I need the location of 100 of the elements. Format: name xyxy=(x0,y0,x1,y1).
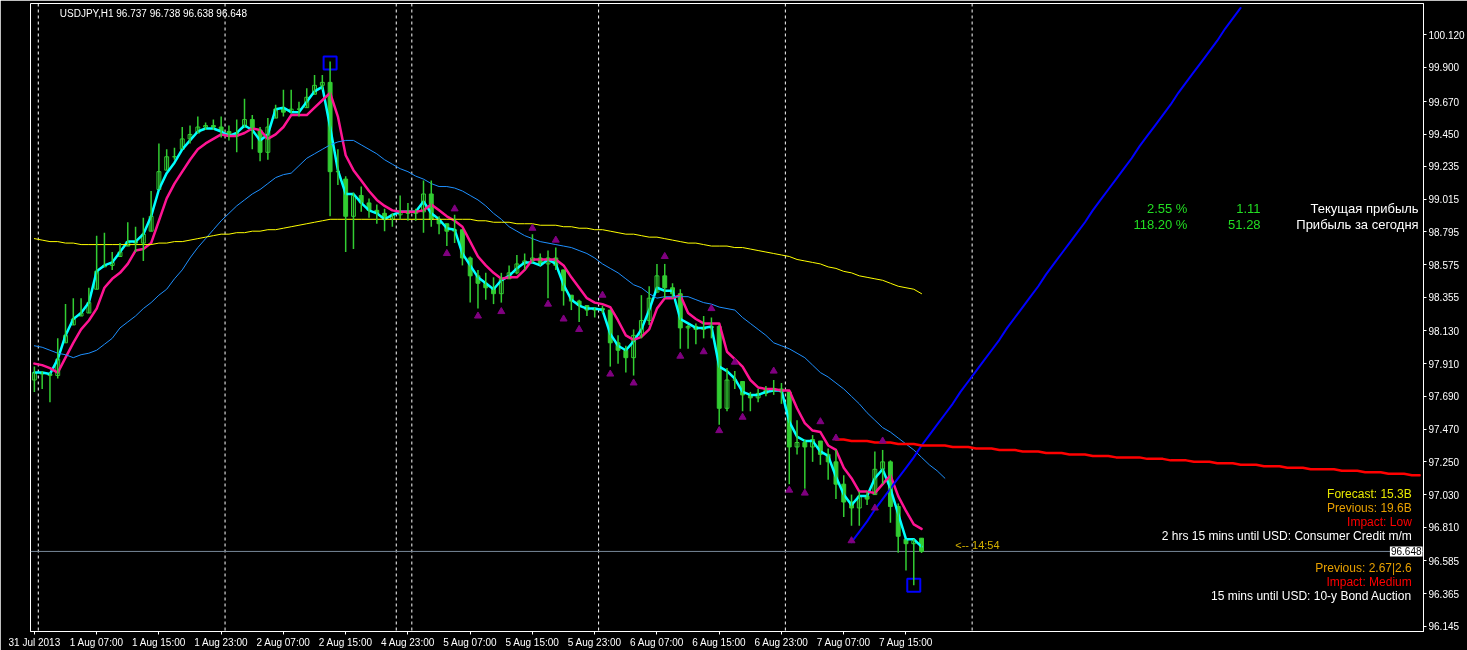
candlestick xyxy=(872,450,878,496)
candlestick xyxy=(63,303,68,344)
point xyxy=(715,426,724,434)
point xyxy=(769,366,778,374)
point xyxy=(442,248,451,257)
point xyxy=(551,235,560,243)
candlestick xyxy=(794,419,800,456)
candlestick xyxy=(140,217,146,262)
y-tick-label: 99.670 xyxy=(1428,96,1460,108)
y-tick-label: 97.030 xyxy=(1428,489,1460,501)
point xyxy=(450,204,459,212)
candlestick xyxy=(31,365,37,393)
annotation: Прибыль за сегодня xyxy=(1296,216,1419,232)
point xyxy=(473,311,482,319)
y-tick-label: 96.365 xyxy=(1428,588,1460,600)
point xyxy=(800,488,809,496)
ref-line-label: 96.648 xyxy=(1390,546,1422,558)
annotation: 51.28 xyxy=(1228,216,1261,232)
candlestick xyxy=(179,126,185,151)
point xyxy=(816,417,825,425)
y-tick-label: 97.470 xyxy=(1428,424,1460,436)
annotation: 2.55 % xyxy=(1146,200,1188,216)
candlestick xyxy=(70,297,76,326)
candlestick xyxy=(545,249,551,299)
y-tick-label: 97.690 xyxy=(1428,391,1460,403)
candlestick xyxy=(506,264,512,280)
annotation: Forecast: 15.3B xyxy=(1327,487,1412,502)
x-tick-label: 6 Aug 23:00 xyxy=(754,636,809,648)
y-tick-label: 99.900 xyxy=(1428,62,1460,74)
candlestick xyxy=(156,142,162,191)
point xyxy=(606,369,615,377)
point xyxy=(322,55,338,71)
x-tick-label: 31 Jul 2013 xyxy=(8,636,61,648)
candlestick xyxy=(164,148,170,171)
y-tick-label: 98.130 xyxy=(1428,325,1460,337)
candlestick xyxy=(685,324,691,350)
x-tick-label: 5 Aug 15:00 xyxy=(505,636,560,648)
candlestick xyxy=(421,179,426,234)
candlestick xyxy=(654,263,660,293)
x-tick-label: 1 Aug 15:00 xyxy=(131,636,186,648)
x-tick-label: 4 Aug 23:00 xyxy=(380,636,435,648)
point xyxy=(559,314,568,322)
point xyxy=(878,436,887,444)
candlestick xyxy=(646,285,652,326)
candlestick xyxy=(631,328,637,377)
candlestick xyxy=(638,294,644,340)
point xyxy=(699,347,708,355)
candlestick xyxy=(148,190,154,232)
line-series xyxy=(33,139,946,479)
annotation: Impact: Low xyxy=(1347,515,1413,530)
annotation: Текущая прибыль xyxy=(1310,200,1419,216)
x-tick-label: 6 Aug 15:00 xyxy=(692,636,747,648)
candlestick xyxy=(724,367,730,412)
candlestick xyxy=(304,87,310,109)
point xyxy=(870,503,879,511)
y-tick-label: 98.795 xyxy=(1428,226,1460,238)
annotation: Impact: Medium xyxy=(1326,574,1412,589)
point xyxy=(497,307,506,315)
y-tick-label: 96.810 xyxy=(1428,522,1460,534)
annotation: 2 hrs 15 mins until USD: Consumer Credit m/m xyxy=(1161,529,1412,544)
candlestick xyxy=(265,117,271,161)
candlestick xyxy=(514,254,520,276)
annotation: 15 mins until USD: 10-y Bond Auction xyxy=(1211,588,1412,603)
x-tick-label: 2 Aug 15:00 xyxy=(318,636,373,648)
point xyxy=(676,351,685,359)
y-tick-label: 100.120 xyxy=(1428,29,1466,41)
y-tick-label: 99.235 xyxy=(1428,161,1460,173)
point xyxy=(906,577,922,593)
x-tick-label: 5 Aug 23:00 xyxy=(567,636,622,648)
annotation: 118.20 % xyxy=(1133,216,1188,232)
y-tick-label: 97.910 xyxy=(1428,358,1460,370)
point xyxy=(847,536,856,544)
y-tick-label: 98.355 xyxy=(1428,292,1460,304)
candlestick xyxy=(55,337,61,380)
annotation: Previous: 2.67|2.6 xyxy=(1315,560,1413,575)
annotation: 1.11 xyxy=(1236,200,1261,216)
point xyxy=(785,485,794,493)
candlestick xyxy=(195,115,201,134)
candlestick xyxy=(880,449,886,485)
point xyxy=(707,304,716,312)
point xyxy=(730,357,739,365)
point xyxy=(738,412,747,420)
annotation: <-- 14:54 xyxy=(955,539,1000,552)
text: USDJPY,H1 96.737 96.738 96.638 96.648 xyxy=(59,7,248,19)
x-tick-label: 6 Aug 07:00 xyxy=(629,636,684,648)
annotation: Previous: 19.6B xyxy=(1327,501,1412,516)
point xyxy=(831,433,840,441)
y-tick-label: 96.585 xyxy=(1428,555,1460,567)
point xyxy=(598,290,607,298)
x-tick-label: 2 Aug 07:00 xyxy=(256,636,311,648)
y-tick-label: 99.450 xyxy=(1428,129,1460,141)
x-tick-label: 7 Aug 15:00 xyxy=(879,636,933,648)
point xyxy=(660,251,669,260)
point xyxy=(575,324,584,332)
point xyxy=(528,223,537,231)
x-tick-label: 1 Aug 07:00 xyxy=(69,636,124,648)
candlestick xyxy=(810,434,816,463)
candlestick xyxy=(86,286,92,314)
point xyxy=(629,378,638,386)
y-tick-label: 96.145 xyxy=(1428,621,1460,633)
